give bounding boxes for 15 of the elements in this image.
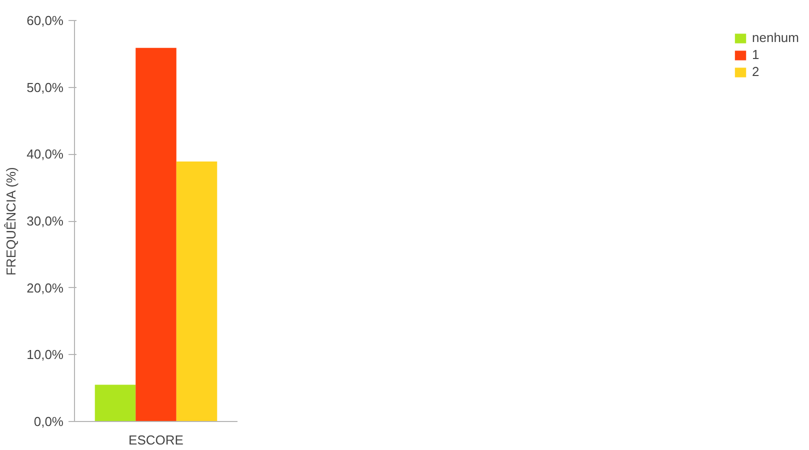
bar	[136, 48, 176, 422]
y-tick-label: 40,0%	[26, 146, 64, 162]
y-tick-label: 10,0%	[26, 347, 64, 362]
y-tick-label: 50,0%	[26, 80, 64, 95]
bar	[94, 384, 136, 422]
legend-label: 1	[752, 47, 760, 62]
bar	[176, 162, 218, 422]
legend-label: 2	[752, 64, 760, 79]
x-axis-title: ESCORE	[128, 432, 184, 448]
y-tick-label: 30,0%	[26, 214, 64, 228]
y-tick-label: 0,0%	[34, 414, 64, 429]
y-axis-title: FREQUÊNCIA (%)	[4, 167, 19, 276]
y-tick-label: 20,0%	[26, 280, 64, 296]
y-tick-label: 60,0%	[26, 13, 64, 28]
legend-label: nenhum	[752, 30, 799, 45]
